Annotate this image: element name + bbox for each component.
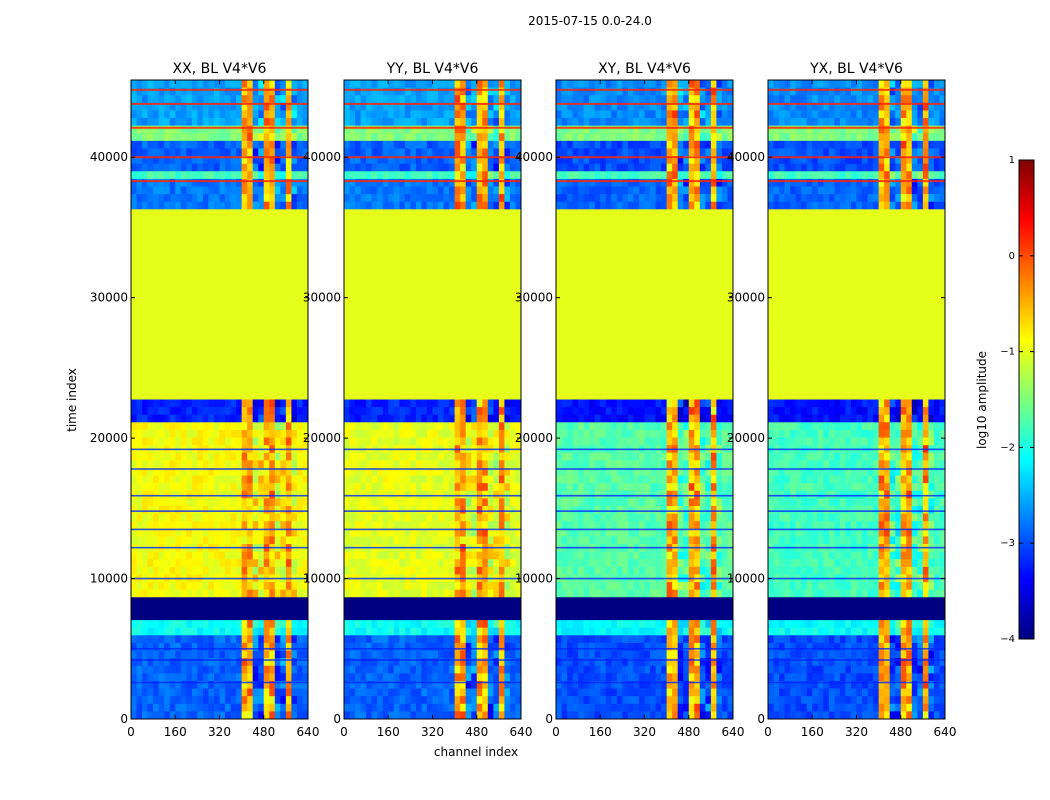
heatmap-panel-yx: YX, BL V4*V6 0 160 320 480 640 0 10000 20000 3000… xyxy=(727,61,957,739)
colorbar-tick-label: 0 xyxy=(1009,251,1015,262)
colorbar-tick-label: −2 xyxy=(1000,442,1015,453)
x-tick-label: 0 xyxy=(340,725,348,739)
panel-title: YY, BL V4*V6 xyxy=(386,61,479,77)
x-tick-label: 480 xyxy=(889,725,912,739)
y-axis-label: time index xyxy=(65,368,79,432)
colorbar-tick-label: −1 xyxy=(1000,347,1015,358)
x-tick-label: 160 xyxy=(377,725,400,739)
x-tick-label: 640 xyxy=(297,725,320,739)
y-tick-label: 20000 xyxy=(727,431,765,445)
x-tick-label: 320 xyxy=(845,725,868,739)
x-tick-label: 0 xyxy=(552,725,560,739)
y-tick-label: 40000 xyxy=(90,150,128,164)
heatmap-panel-xx: XX, BL V4*V6 0 160 320 480 640 0 10000 20000 3000… xyxy=(90,61,320,739)
x-tick-label: 320 xyxy=(633,725,656,739)
y-tick-label: 0 xyxy=(545,712,553,726)
x-tick-label: 0 xyxy=(127,725,135,739)
x-tick-label: 480 xyxy=(465,725,488,739)
y-tick-label: 10000 xyxy=(303,572,341,586)
y-tick-label: 20000 xyxy=(303,431,341,445)
y-tick-label: 10000 xyxy=(727,572,765,586)
heatmap-panel-xy: XY, BL V4*V6 0 160 320 480 640 0 10000 20000 3000… xyxy=(515,61,745,739)
colorbar-tick-label: −4 xyxy=(1000,634,1015,645)
heatmap-cells xyxy=(131,80,308,719)
y-tick-label: 40000 xyxy=(303,150,341,164)
x-tick-label: 640 xyxy=(934,725,957,739)
heatmap-cells xyxy=(344,80,521,719)
colorbar: 1 0 −1 −2 −3 −4 log10 amplitude xyxy=(975,155,1035,645)
x-axis-label: channel index xyxy=(434,745,518,759)
y-tick-label: 10000 xyxy=(515,572,553,586)
x-tick-label: 160 xyxy=(589,725,612,739)
x-tick-label: 160 xyxy=(164,725,187,739)
heatmap-cells xyxy=(556,80,733,719)
heatmap-cells xyxy=(768,80,945,719)
y-tick-label: 30000 xyxy=(727,291,765,305)
x-tick-label: 480 xyxy=(677,725,700,739)
heatmap-panel-yy: YY, BL V4*V6 0 160 320 480 640 0 10000 20000 3000… xyxy=(303,61,533,739)
x-tick-label: 480 xyxy=(252,725,275,739)
y-tick-label: 30000 xyxy=(515,291,553,305)
colorbar-tick-label: −3 xyxy=(1000,538,1015,549)
y-tick-label: 10000 xyxy=(90,572,128,586)
y-tick-label: 0 xyxy=(120,712,128,726)
x-tick-label: 0 xyxy=(764,725,772,739)
y-tick-label: 20000 xyxy=(515,431,553,445)
x-tick-label: 320 xyxy=(208,725,231,739)
x-tick-label: 320 xyxy=(421,725,444,739)
colorbar-gradient xyxy=(1018,159,1035,640)
y-tick-label: 40000 xyxy=(515,150,553,164)
y-tick-label: 30000 xyxy=(90,291,128,305)
figure-suptitle: 2015-07-15 0.0-24.0 xyxy=(528,14,652,28)
panel-title: XY, BL V4*V6 xyxy=(598,61,691,77)
x-tick-label: 640 xyxy=(722,725,745,739)
colorbar-label: log10 amplitude xyxy=(975,351,989,449)
x-tick-label: 160 xyxy=(801,725,824,739)
y-tick-label: 40000 xyxy=(727,150,765,164)
panel-title: YX, BL V4*V6 xyxy=(809,61,903,77)
colorbar-tick-label: 1 xyxy=(1009,155,1015,166)
x-tick-label: 640 xyxy=(510,725,533,739)
y-tick-label: 20000 xyxy=(90,431,128,445)
panel-title: XX, BL V4*V6 xyxy=(173,61,267,77)
y-tick-label: 0 xyxy=(333,712,341,726)
y-tick-label: 0 xyxy=(757,712,765,726)
y-tick-label: 30000 xyxy=(303,291,341,305)
